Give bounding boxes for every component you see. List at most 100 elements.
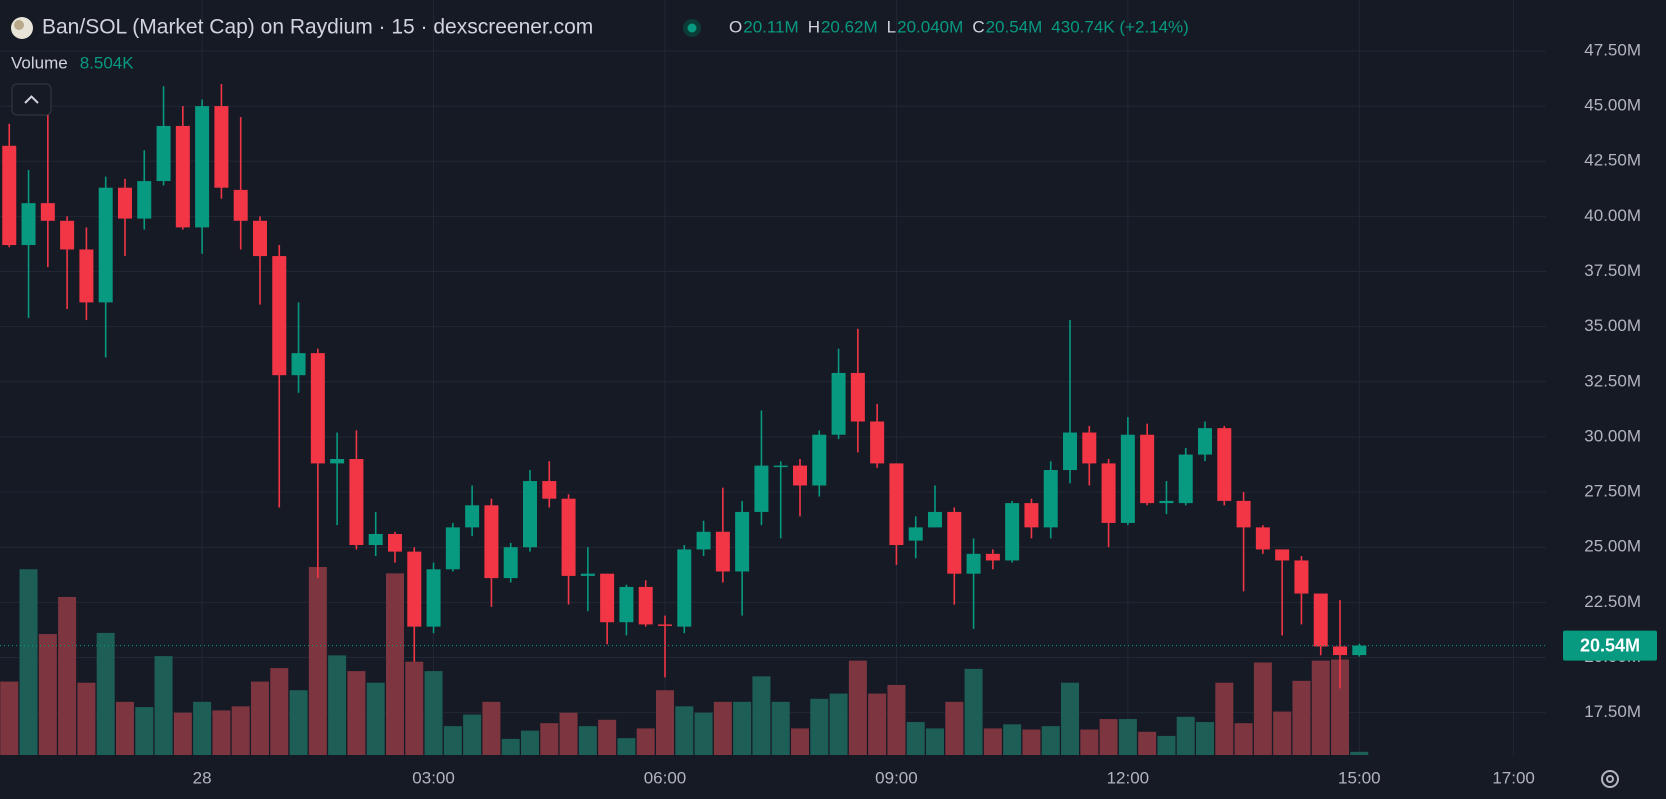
settings-button[interactable]	[1601, 770, 1619, 788]
candle-body	[40, 203, 55, 221]
volume-bar	[926, 728, 945, 755]
candle-body	[1005, 503, 1020, 561]
volume-bar	[1118, 719, 1137, 755]
high-value: 20.62M	[821, 17, 878, 36]
volume-bar	[154, 656, 173, 755]
candle-body	[812, 434, 827, 486]
candle-body	[947, 511, 962, 574]
candle-body	[850, 372, 865, 422]
candle-body	[1333, 646, 1348, 656]
candle-body	[214, 106, 229, 188]
x-tick-label: 15:00	[1338, 768, 1381, 787]
volume-bar	[405, 661, 424, 755]
y-tick-label: 22.50M	[1584, 592, 1641, 611]
y-tick-label: 17.50M	[1584, 702, 1641, 721]
candle-body	[426, 569, 441, 627]
volume-bar	[1253, 662, 1272, 755]
candle-body	[1159, 500, 1174, 504]
candle-body	[522, 481, 537, 548]
candle-body	[966, 553, 981, 574]
volume-bar	[520, 730, 539, 755]
candle-body	[445, 527, 460, 570]
volume-bar	[250, 681, 269, 755]
volume-bar	[1080, 729, 1099, 755]
volume-bar	[617, 738, 636, 755]
x-tick-label: 12:00	[1107, 768, 1150, 787]
volume-bar	[964, 668, 983, 755]
candle-body	[60, 220, 75, 250]
volume-bar	[19, 569, 38, 755]
header: Ban/SOL (Market Cap) on Raydium · 15 · d…	[11, 16, 1189, 116]
volume-bar	[848, 660, 867, 755]
settings-gear[interactable]	[1601, 770, 1619, 788]
volume-bar	[385, 573, 404, 755]
candle-body	[79, 249, 94, 303]
candle-body	[715, 531, 730, 572]
volume-bar	[1196, 722, 1215, 755]
collapse-button-frame[interactable]	[11, 83, 52, 116]
candle-body	[985, 553, 1000, 561]
open-key: O	[729, 17, 742, 36]
x-tick-label: 28	[193, 768, 212, 787]
volume-bar	[0, 681, 19, 755]
volume-bar	[1215, 682, 1234, 755]
volume-bar	[1022, 729, 1041, 755]
candle-body	[252, 220, 267, 257]
y-tick-label: 40.00M	[1584, 206, 1641, 225]
volume-bar	[270, 668, 289, 755]
candle-body	[831, 372, 846, 435]
volume-bar	[1234, 723, 1253, 755]
volume-bar	[135, 707, 154, 755]
candle-body	[773, 465, 788, 468]
candle-body	[233, 189, 248, 221]
volume-bar	[96, 632, 115, 755]
candle-body	[175, 125, 190, 228]
candle-body	[870, 421, 885, 464]
volume-bar	[945, 701, 964, 755]
x-tick-label: 06:00	[644, 768, 687, 787]
volume-bar	[173, 712, 192, 755]
candle-body	[735, 511, 750, 572]
high-key: H	[808, 17, 820, 36]
candle-body	[793, 465, 808, 486]
collapse-button[interactable]	[11, 83, 52, 116]
candle-body	[928, 511, 943, 528]
volume-bar	[1273, 711, 1292, 755]
candle-body	[484, 505, 499, 579]
volume-bar	[598, 719, 617, 755]
candle-body	[465, 505, 480, 528]
volume-bar	[829, 693, 848, 755]
volume-bar	[1311, 660, 1330, 755]
volume-bar	[308, 567, 327, 755]
candle-body	[908, 527, 923, 541]
volume-value: 8.504K	[80, 53, 135, 72]
volume-bar	[868, 693, 887, 755]
candle-body	[1352, 645, 1367, 656]
volume-bar	[733, 701, 752, 755]
collapse-chevron	[24, 95, 39, 104]
last-price-label: 20.54M	[1580, 635, 1640, 655]
y-tick-label: 27.50M	[1584, 482, 1641, 501]
candle-body	[1255, 527, 1270, 550]
low-value: 20.040M	[897, 17, 963, 36]
y-tick-label: 45.00M	[1584, 96, 1641, 115]
volume-bar	[328, 655, 347, 755]
volume-bar	[636, 728, 655, 755]
candle-body	[98, 187, 113, 303]
candle-body	[156, 125, 171, 182]
candle-layer	[0, 84, 1546, 689]
volume-bar	[1003, 724, 1022, 755]
volume-bar	[983, 728, 1002, 755]
volume-bar	[752, 676, 771, 755]
x-tick-label: 03:00	[412, 768, 455, 787]
candle-body	[754, 465, 769, 512]
candle-body	[117, 187, 132, 219]
candle-body	[137, 181, 152, 219]
volume-bar	[1041, 726, 1060, 755]
change-value: 430.74K (+2.14%)	[1051, 17, 1189, 36]
candle-body	[195, 106, 210, 228]
volume-bar	[540, 723, 559, 755]
candle-body	[2, 145, 17, 246]
